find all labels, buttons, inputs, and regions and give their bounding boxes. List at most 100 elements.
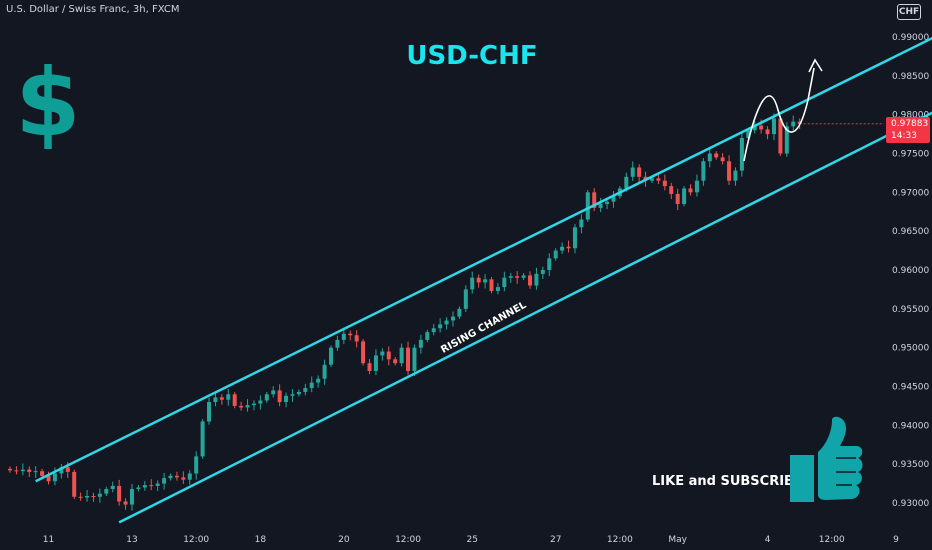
candle-body xyxy=(341,333,346,340)
candle-body xyxy=(367,363,372,371)
candle-body xyxy=(483,279,488,283)
candle-body xyxy=(438,324,443,329)
symbol-title[interactable]: U.S. Dollar / Swiss Franc, 3h, FXCM xyxy=(6,4,180,15)
candle-body xyxy=(271,390,276,395)
bar-countdown: 14:33 xyxy=(891,131,917,141)
candle-body xyxy=(470,277,475,290)
candle-body xyxy=(52,473,57,482)
candle-body xyxy=(418,339,423,348)
candle-body xyxy=(20,469,25,472)
y-tick-label: 0.94500 xyxy=(892,383,929,393)
candle-body xyxy=(97,493,102,497)
x-tick-label: 11 xyxy=(43,535,54,545)
x-tick-label: 4 xyxy=(765,535,771,545)
candle-body xyxy=(85,496,90,498)
candle-body xyxy=(585,192,590,220)
candle-body xyxy=(579,219,584,228)
candle-body xyxy=(752,125,757,131)
channel-upper-line[interactable] xyxy=(35,34,932,483)
candle-body xyxy=(566,246,571,249)
candle-body xyxy=(746,130,751,138)
thumbs-up-icon[interactable] xyxy=(790,416,863,502)
candle-body xyxy=(303,388,308,392)
candle-body xyxy=(476,277,481,283)
y-tick-label: 0.95000 xyxy=(892,344,929,354)
candle-body xyxy=(155,483,160,486)
candle-body xyxy=(688,188,693,193)
candle-body xyxy=(27,469,32,472)
candle-body xyxy=(547,258,552,270)
y-tick-label: 0.98500 xyxy=(892,72,929,82)
candle-body xyxy=(598,203,603,208)
candle-body xyxy=(675,193,680,204)
candle-body xyxy=(682,188,687,204)
candle-body xyxy=(656,178,661,181)
candle-body xyxy=(296,391,301,395)
candle-body xyxy=(207,402,212,422)
projection-arrow-head xyxy=(808,58,823,73)
candle-body xyxy=(765,129,770,135)
candle-body xyxy=(650,178,654,181)
candle-body xyxy=(181,477,186,480)
x-tick-label: 12:00 xyxy=(183,535,209,545)
candle-body xyxy=(149,485,154,487)
y-tick-label: 0.93000 xyxy=(892,499,929,509)
candle-body xyxy=(534,273,539,286)
x-tick-label: 12:00 xyxy=(395,535,421,545)
candle-body xyxy=(380,351,385,356)
candle-body xyxy=(33,471,38,473)
candle-body xyxy=(797,121,802,124)
candle-body xyxy=(399,347,404,364)
candle-body xyxy=(65,467,70,472)
candle-body xyxy=(110,485,115,490)
x-tick-label: 12:00 xyxy=(819,535,845,545)
candle-body xyxy=(553,250,558,259)
y-tick-label: 0.95500 xyxy=(892,305,929,315)
candle-body xyxy=(335,339,340,348)
candle-body xyxy=(630,167,635,177)
candle-body xyxy=(251,403,256,406)
candle-body xyxy=(431,328,436,333)
candle-body xyxy=(450,316,455,321)
candle-body xyxy=(386,351,391,360)
dollar-sign-icon: $ xyxy=(15,49,80,158)
candle-body xyxy=(354,335,359,342)
candle-body xyxy=(329,347,333,365)
candle-body xyxy=(290,394,295,396)
candle-body xyxy=(14,470,19,472)
candle-body xyxy=(605,201,610,204)
channel-label: RISING CHANNEL xyxy=(439,299,529,355)
candle-body xyxy=(174,475,179,478)
candle-body xyxy=(707,153,712,162)
candle-body xyxy=(168,475,173,479)
candle-body xyxy=(393,359,398,364)
candle-body xyxy=(489,279,494,291)
candle-body xyxy=(8,468,12,471)
candle-body xyxy=(662,180,667,187)
last-price-tag: 0.97883 14:33 xyxy=(886,117,930,143)
candle-body xyxy=(515,276,520,278)
candle-body xyxy=(258,400,263,404)
candle-body xyxy=(142,485,147,488)
candle-body xyxy=(187,473,192,480)
like-subscribe-text: LIKE and SUBSCRIBE xyxy=(652,474,803,489)
candle-body xyxy=(59,467,64,474)
candle-body xyxy=(637,167,642,177)
x-tick-label: May xyxy=(668,535,687,545)
y-tick-label: 0.97000 xyxy=(892,188,929,198)
candle-body xyxy=(624,176,629,189)
channel-lower-line[interactable] xyxy=(118,108,932,524)
candle-body xyxy=(239,405,244,408)
candle-body xyxy=(104,489,109,494)
x-tick-label: 25 xyxy=(467,535,478,545)
candle-body xyxy=(572,227,577,249)
candle-body xyxy=(727,161,732,181)
candle-body xyxy=(91,496,96,498)
currency-button[interactable]: CHF xyxy=(897,4,921,20)
candle-body xyxy=(361,341,366,364)
candle-body xyxy=(463,289,468,309)
y-tick-label: 0.97500 xyxy=(892,150,929,160)
candle-body xyxy=(78,496,83,498)
candle-body xyxy=(560,246,565,251)
